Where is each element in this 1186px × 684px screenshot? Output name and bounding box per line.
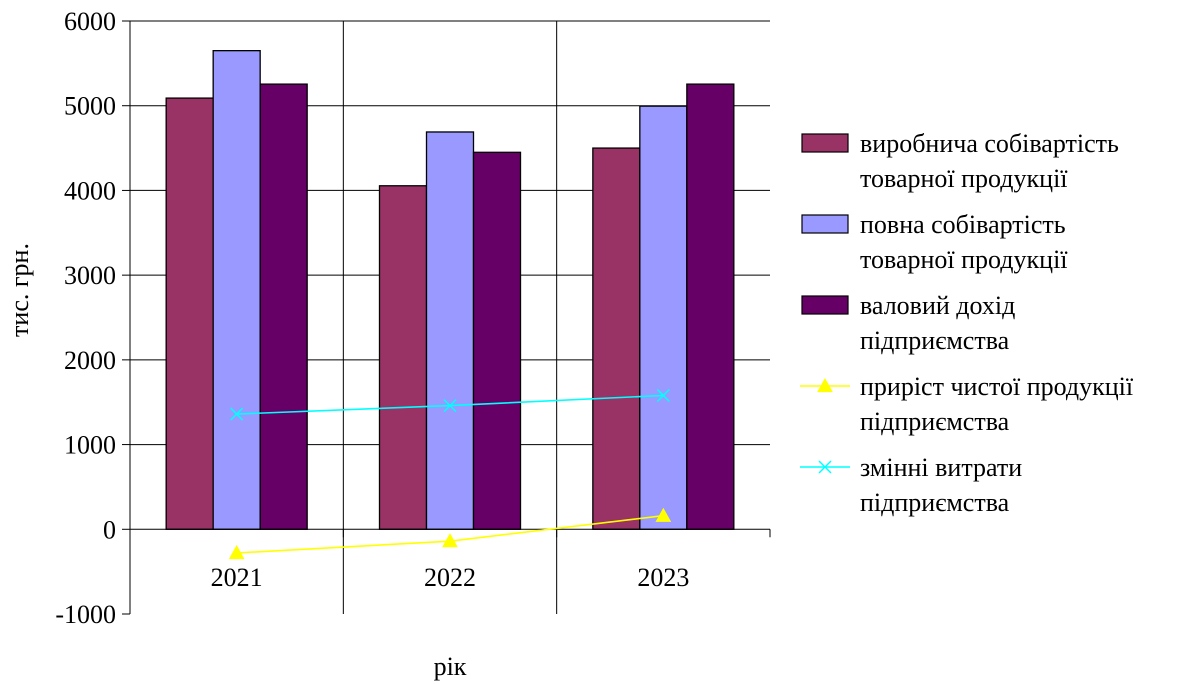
triangle-marker	[442, 533, 458, 548]
y-tick-label: 4000	[64, 176, 116, 205]
x-tick-label: 2023	[637, 563, 689, 592]
legend-item: змінні витрати підприємства	[800, 453, 1022, 517]
plot-area: -1000 0 1000 2000 3000 4000 5000 6000 2021 2022 20…	[55, 7, 771, 629]
y-tick-label: -1000	[55, 600, 116, 629]
x-tick-label: 2022	[424, 563, 476, 592]
x-marker-stroke	[443, 399, 457, 413]
legend-label: товарної продукції	[860, 164, 1068, 193]
legend-label: підприємства	[860, 488, 1010, 517]
y-tick-label: 0	[103, 515, 116, 544]
x-marker	[230, 407, 244, 421]
y-tick-label: 5000	[64, 92, 116, 121]
bars	[165, 50, 735, 530]
legend-item: виробнича собівартість товарної продукції	[801, 129, 1119, 193]
legend-label: товарної продукції	[860, 245, 1068, 274]
y-tick-label: 1000	[64, 431, 116, 460]
triangle-marker	[228, 544, 245, 560]
x-marker-stroke	[230, 407, 244, 421]
tick-labels: -1000 0 1000 2000 3000 4000 5000 6000 2021 2022 20…	[55, 7, 689, 629]
legend-label: приріст чистої продукції	[860, 372, 1134, 401]
x-marker-stroke	[818, 460, 832, 474]
legend-label: повна собівартість	[860, 210, 1066, 239]
line-series	[228, 388, 672, 560]
bar	[259, 83, 308, 530]
x-tick-label: 2021	[211, 563, 263, 592]
bar	[592, 147, 641, 530]
bar	[472, 151, 522, 530]
legend-label: виробнича собівартість	[860, 129, 1119, 158]
x-axis-label: рік	[434, 652, 467, 681]
x-marker	[656, 388, 670, 402]
legend-triangle-marker	[817, 377, 833, 393]
legend: виробнича собівартість товарної продукції…	[800, 129, 1134, 517]
x-marker	[443, 399, 457, 413]
bar	[639, 105, 688, 530]
legend-item: валовий дохід підприємства	[801, 291, 1015, 355]
y-tick-label: 2000	[64, 346, 116, 375]
y-tick-label: 3000	[64, 261, 116, 290]
bar	[686, 83, 735, 530]
bar	[165, 97, 214, 530]
x-marker-stroke	[656, 388, 670, 402]
axes	[122, 20, 771, 615]
legend-swatch	[801, 133, 849, 153]
legend-label: підприємства	[860, 326, 1010, 355]
legend-label: підприємства	[860, 407, 1010, 436]
legend-item: повна собівартість товарної продукції	[801, 210, 1068, 274]
legend-swatch	[801, 295, 849, 315]
legend-label: змінні витрати	[860, 453, 1022, 482]
bar	[425, 131, 475, 530]
bar	[378, 185, 428, 530]
legend-swatch	[801, 214, 849, 234]
legend-x-marker	[818, 460, 832, 474]
triangle-marker	[655, 507, 672, 522]
legend-label: валовий дохід	[860, 291, 1015, 320]
y-tick-label: 6000	[64, 7, 116, 36]
legend-item: приріст чистої продукції підприємства	[800, 372, 1134, 436]
bar	[212, 50, 261, 530]
y-axis-label: тис. грн.	[5, 243, 34, 337]
